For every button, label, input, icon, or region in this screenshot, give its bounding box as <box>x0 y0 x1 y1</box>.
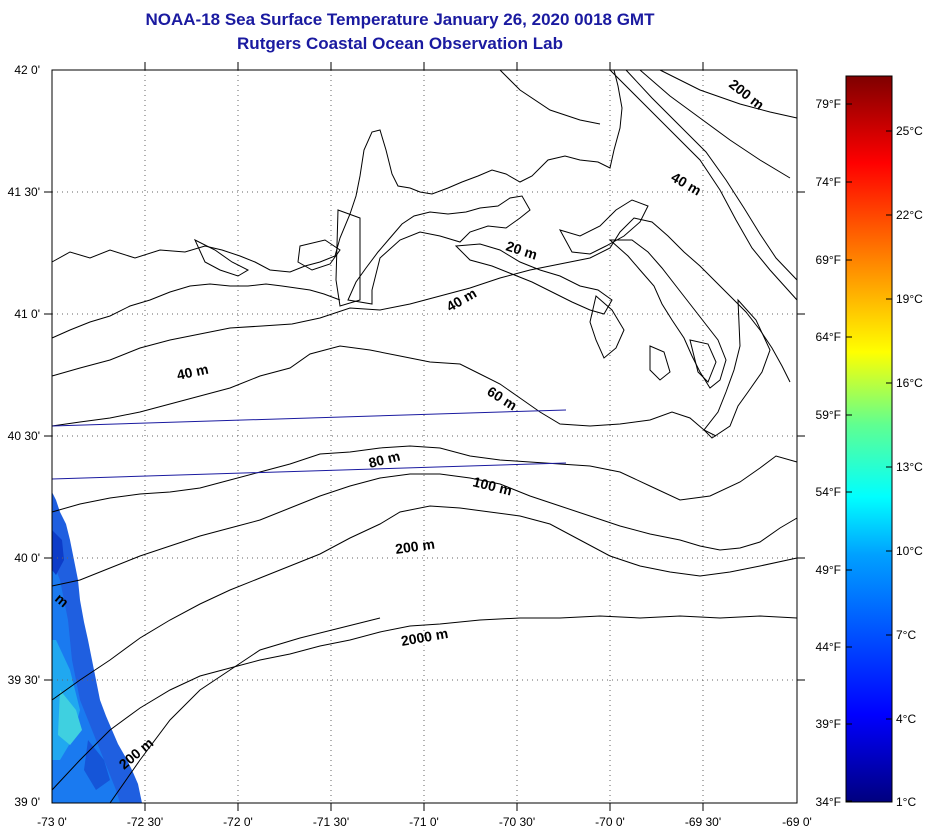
fahrenheit-label: 74°F <box>816 175 841 189</box>
lon-tick-label: -72 30' <box>127 815 163 829</box>
colorbar-gradient <box>845 75 893 803</box>
longitude-labels: -73 0' -72 30' -72 0' -71 30' -71 0' -70… <box>37 815 812 829</box>
lon-tick-label: -69 0' <box>782 815 812 829</box>
sst-data-patch <box>52 492 142 803</box>
lat-tick-label: 40 0' <box>14 551 40 565</box>
contour-labels: 200 m 40 m 20 m 40 m 40 m 60 m 80 m 100 … <box>52 76 767 773</box>
lon-tick-label: -70 30' <box>499 815 535 829</box>
fahrenheit-label: 44°F <box>816 640 841 654</box>
lat-tick-label: 41 30' <box>8 185 40 199</box>
lon-tick-label: -70 0' <box>595 815 625 829</box>
celsius-label: 10°C <box>896 544 923 558</box>
contour-label: 80 m <box>367 448 402 471</box>
celsius-label: 1°C <box>896 795 916 809</box>
map-title: NOAA-18 Sea Surface Temperature January … <box>145 10 655 29</box>
contour-label: 20 m <box>504 238 539 263</box>
map-frame <box>44 62 805 811</box>
colorbar: 79°F 74°F 69°F 64°F 59°F 54°F 49°F 44°F … <box>816 75 923 809</box>
celsius-label: 19°C <box>896 292 923 306</box>
lat-tick-label: 39 30' <box>8 673 40 687</box>
fahrenheit-label: 34°F <box>816 795 841 809</box>
contour-label: 200 m <box>394 536 436 557</box>
celsius-label: 25°C <box>896 124 923 138</box>
fahrenheit-label: 49°F <box>816 563 841 577</box>
celsius-label: 4°C <box>896 712 916 726</box>
lon-tick-label: -71 0' <box>409 815 439 829</box>
lat-tick-label: 39 0' <box>14 795 40 809</box>
track-lines <box>51 409 567 480</box>
contour-label: 60 m <box>484 383 520 413</box>
lon-tick-label: -71 30' <box>313 815 349 829</box>
celsius-label: 7°C <box>896 628 916 642</box>
celsius-label: 22°C <box>896 208 923 222</box>
fahrenheit-label: 54°F <box>816 485 841 499</box>
map-subtitle: Rutgers Coastal Ocean Observation Lab <box>237 34 563 53</box>
fahrenheit-label: 59°F <box>816 408 841 422</box>
bathymetry-contours <box>51 69 798 804</box>
lat-tick-label: 42 0' <box>14 63 40 77</box>
contour-label: 40 m <box>669 169 705 199</box>
lat-tick-label: 40 30' <box>8 429 40 443</box>
fahrenheit-label: 69°F <box>816 253 841 267</box>
lon-tick-label: -72 0' <box>223 815 253 829</box>
contour-label: 100 m <box>471 473 513 498</box>
coastline <box>51 69 771 439</box>
lon-tick-label: -73 0' <box>37 815 67 829</box>
latitude-labels: 42 0' 41 30' 41 0' 40 30' 40 0' 39 30' 3… <box>8 63 40 809</box>
contour-label: 40 m <box>444 285 480 315</box>
lon-tick-label: -69 30' <box>685 815 721 829</box>
grid-lines <box>52 70 797 803</box>
celsius-label: 16°C <box>896 376 923 390</box>
contour-label: 2000 m <box>400 625 450 649</box>
fahrenheit-label: 39°F <box>816 717 841 731</box>
celsius-label: 13°C <box>896 460 923 474</box>
fahrenheit-label: 79°F <box>816 97 841 111</box>
lat-tick-label: 41 0' <box>14 307 40 321</box>
contour-label: 40 m <box>175 361 210 383</box>
fahrenheit-label: 64°F <box>816 330 841 344</box>
contour-label: 200 m <box>726 76 767 113</box>
